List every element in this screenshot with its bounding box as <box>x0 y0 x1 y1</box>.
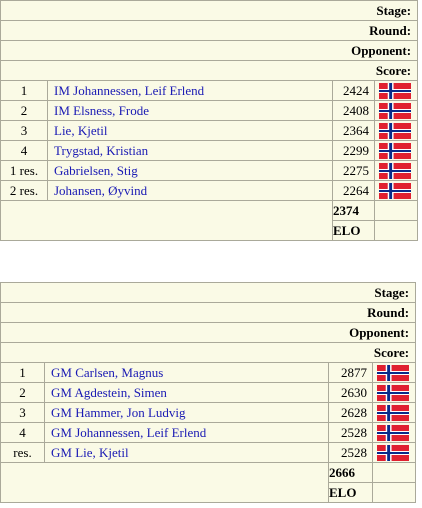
player-row: 2 res. Johansen, Øyvind 2264 <box>0 180 419 201</box>
player-name-link[interactable]: IM Elsness, Frode <box>47 100 333 121</box>
board-number: 2 <box>0 382 45 403</box>
board-number: 1 <box>0 362 45 383</box>
board-number: 1 res. <box>0 160 48 181</box>
norway-flag-icon <box>377 405 409 421</box>
board-number: 2 res. <box>0 180 48 201</box>
summary-empty-cell <box>371 462 417 483</box>
board-number: res. <box>0 442 45 463</box>
player-rating: 2364 <box>332 120 375 141</box>
player-row: 1 GM Carlsen, Magnus 2877 <box>0 362 417 383</box>
player-rating: 2408 <box>332 100 375 121</box>
score-label: Score: <box>0 342 417 363</box>
stage-label: Stage: <box>0 282 417 303</box>
norway-flag-icon <box>377 425 409 441</box>
player-rating: 2528 <box>328 442 373 463</box>
summary-empty-cell <box>371 482 417 503</box>
player-rating: 2424 <box>332 80 375 101</box>
norway-flag-icon <box>377 365 409 381</box>
team-table-2: Stage: Round: Opponent: Score: 1 GM Carl… <box>0 282 417 503</box>
norway-flag-icon <box>379 103 411 119</box>
summary-spacer <box>0 200 333 241</box>
player-row: 3 GM Hammer, Jon Ludvig 2628 <box>0 402 417 423</box>
player-name-link[interactable]: Trygstad, Kristian <box>47 140 333 161</box>
average-rating: 2666 <box>328 462 373 483</box>
round-label: Round: <box>0 20 419 41</box>
player-rating: 2299 <box>332 140 375 161</box>
norway-flag-icon <box>379 83 411 99</box>
summary-spacer <box>0 462 329 503</box>
board-number: 1 <box>0 80 48 101</box>
player-row: 2 GM Agdestein, Simen 2630 <box>0 382 417 403</box>
elo-label: ELO <box>328 482 373 503</box>
player-rating: 2628 <box>328 402 373 423</box>
player-row: res. GM Lie, Kjetil 2528 <box>0 442 417 463</box>
board-number: 3 <box>0 402 45 423</box>
norway-flag-icon <box>377 385 409 401</box>
player-name-link[interactable]: GM Agdestein, Simen <box>44 382 329 403</box>
norway-flag-icon <box>379 163 411 179</box>
norway-flag-icon <box>379 123 411 139</box>
norway-flag-icon <box>379 143 411 159</box>
player-name-link[interactable]: Lie, Kjetil <box>47 120 333 141</box>
team-table-1: Stage: Round: Opponent: Score: 1 IM Joha… <box>0 0 419 241</box>
stage-label: Stage: <box>0 0 419 21</box>
average-rating: 2374 <box>332 200 375 221</box>
opponent-label: Opponent: <box>0 40 419 61</box>
player-row: 4 GM Johannessen, Leif Erlend 2528 <box>0 422 417 443</box>
score-label: Score: <box>0 60 419 81</box>
player-rating: 2528 <box>328 422 373 443</box>
player-row: 1 IM Johannessen, Leif Erlend 2424 <box>0 80 419 101</box>
board-number: 3 <box>0 120 48 141</box>
player-name-link[interactable]: IM Johannessen, Leif Erlend <box>47 80 333 101</box>
summary-empty-cell <box>373 220 419 241</box>
player-name-link[interactable]: Gabrielsen, Stig <box>47 160 333 181</box>
opponent-label: Opponent: <box>0 322 417 343</box>
player-name-link[interactable]: GM Johannessen, Leif Erlend <box>44 422 329 443</box>
norway-flag-icon <box>379 183 411 199</box>
player-rating: 2275 <box>332 160 375 181</box>
player-rating: 2264 <box>332 180 375 201</box>
player-row: 4 Trygstad, Kristian 2299 <box>0 140 419 161</box>
player-name-link[interactable]: GM Lie, Kjetil <box>44 442 329 463</box>
player-row: 1 res. Gabrielsen, Stig 2275 <box>0 160 419 181</box>
round-label: Round: <box>0 302 417 323</box>
summary-empty-cell <box>373 200 419 221</box>
player-row: 3 Lie, Kjetil 2364 <box>0 120 419 141</box>
elo-label: ELO <box>332 220 375 241</box>
player-name-link[interactable]: GM Hammer, Jon Ludvig <box>44 402 329 423</box>
board-number: 4 <box>0 422 45 443</box>
player-rating: 2877 <box>328 362 373 383</box>
norway-flag-icon <box>377 445 409 461</box>
player-rating: 2630 <box>328 382 373 403</box>
board-number: 4 <box>0 140 48 161</box>
board-number: 2 <box>0 100 48 121</box>
player-name-link[interactable]: Johansen, Øyvind <box>47 180 333 201</box>
player-row: 2 IM Elsness, Frode 2408 <box>0 100 419 121</box>
player-name-link[interactable]: GM Carlsen, Magnus <box>44 362 329 383</box>
